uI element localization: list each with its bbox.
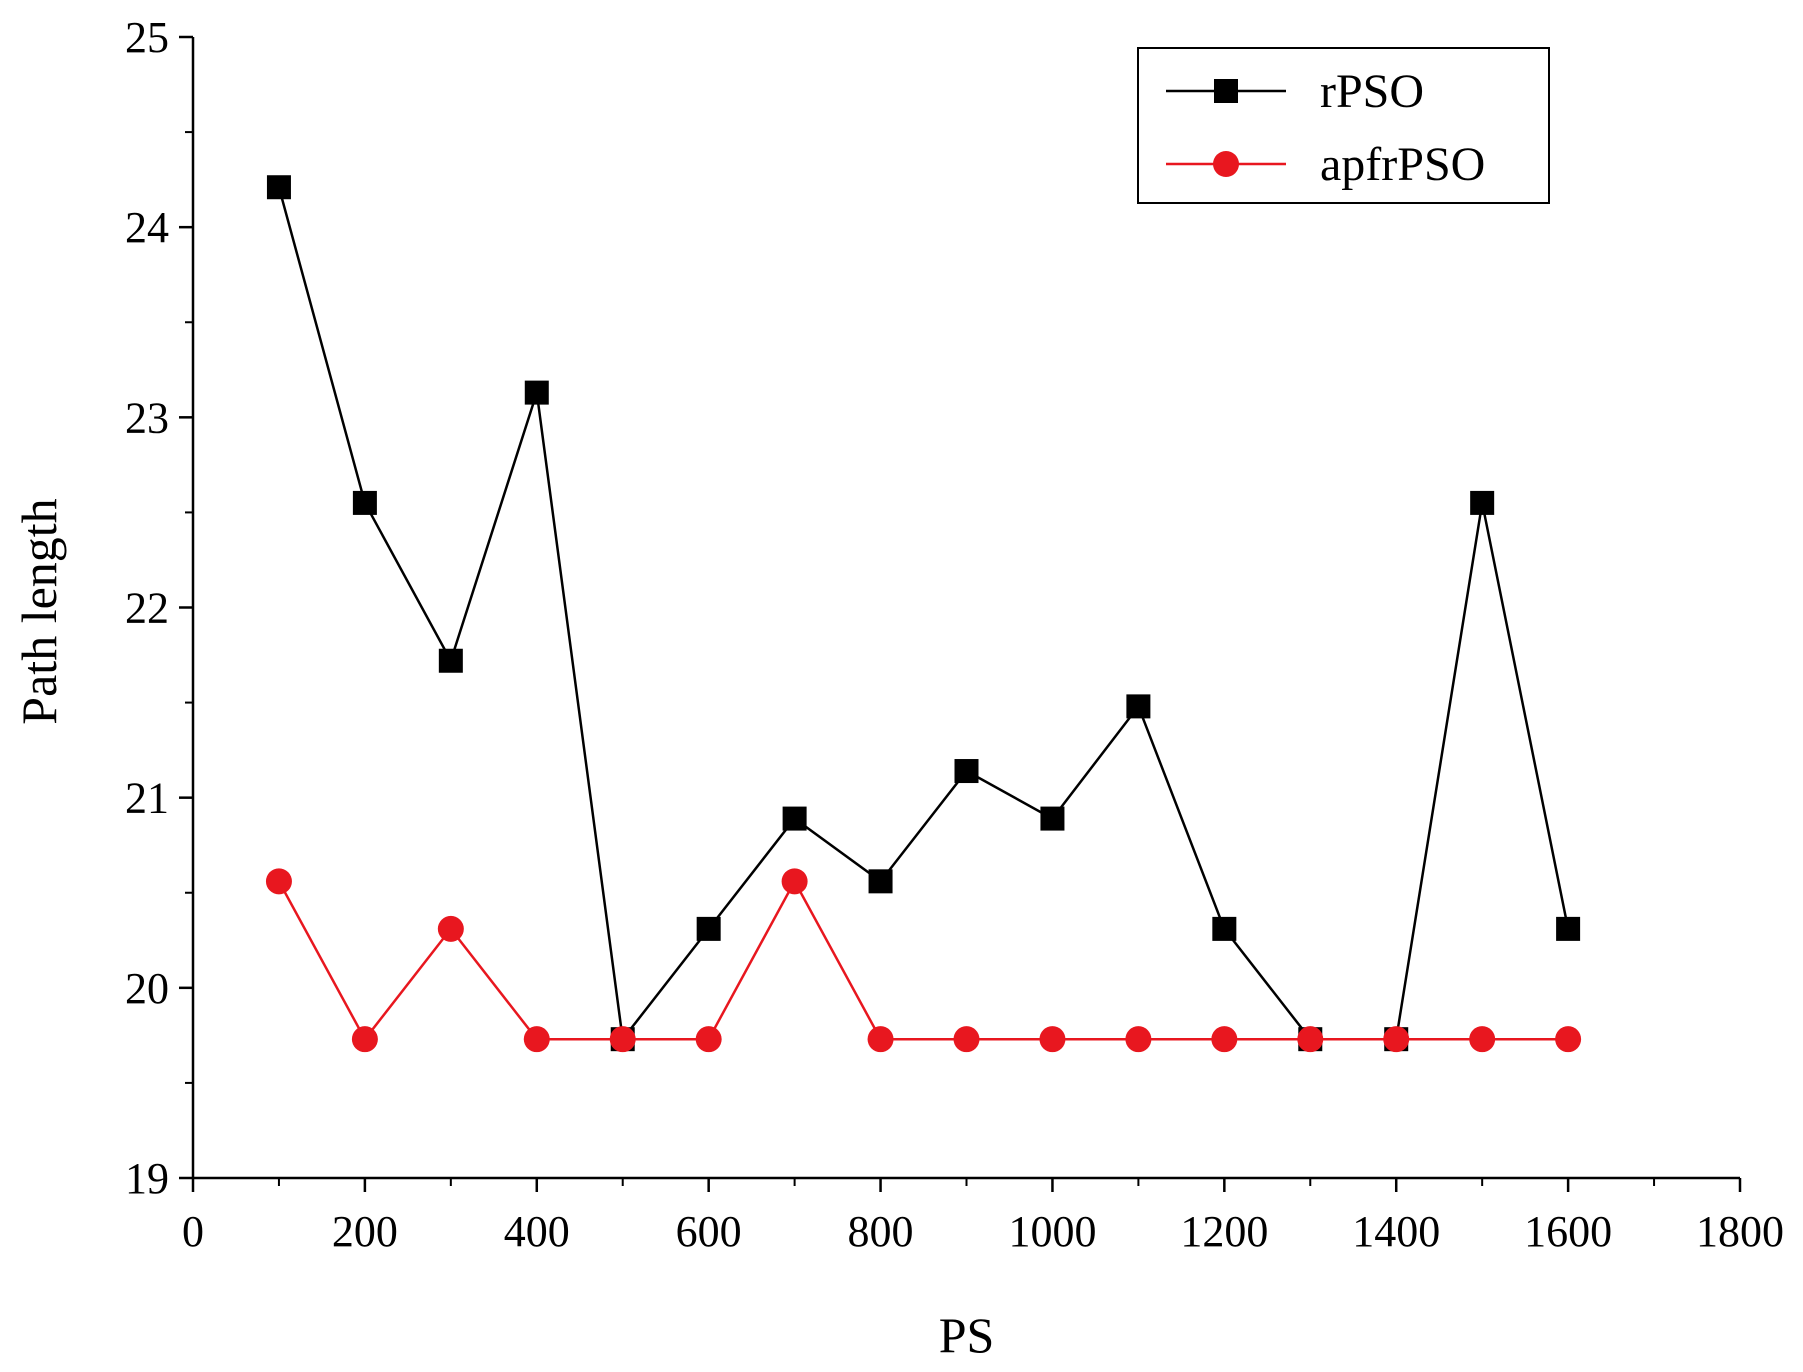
data-point-rpso	[266, 175, 291, 200]
data-point-apfrpso	[351, 1026, 378, 1053]
y-axis-title: Path length	[11, 498, 67, 724]
x-axis-title: PS	[939, 1307, 995, 1363]
data-point-apfrpso	[867, 1026, 894, 1053]
data-point-rpso	[868, 869, 893, 894]
data-point-apfrpso	[1125, 1026, 1152, 1053]
series-layer	[265, 175, 1582, 1053]
data-point-apfrpso	[265, 868, 292, 895]
y-tick-label: 23	[125, 393, 169, 442]
x-tick-label: 1600	[1524, 1207, 1612, 1256]
data-point-rpso	[954, 759, 979, 784]
data-point-apfrpso	[1039, 1026, 1066, 1053]
legend: rPSO apfrPSO	[1137, 47, 1550, 204]
x-tick-label: 0	[182, 1207, 204, 1256]
x-tick-label: 800	[848, 1207, 914, 1256]
y-tick-label: 25	[125, 13, 169, 62]
data-point-rpso	[1126, 694, 1151, 719]
data-point-rpso	[524, 380, 549, 405]
series-line-rpso	[277, 186, 1570, 1043]
y-tick-label: 21	[125, 774, 169, 823]
data-point-apfrpso	[1211, 1026, 1238, 1053]
data-point-apfrpso	[695, 1026, 722, 1053]
data-point-rpso	[696, 916, 721, 941]
legend-label-apfrpso: apfrPSO	[1320, 138, 1485, 191]
data-point-apfrpso	[523, 1026, 550, 1053]
data-point-apfrpso	[953, 1026, 980, 1053]
data-point-rpso	[1470, 490, 1495, 515]
x-tick-label: 1400	[1352, 1207, 1440, 1256]
x-tick-label: 600	[676, 1207, 742, 1256]
y-tick-label: 22	[125, 584, 169, 633]
data-point-rpso	[1212, 916, 1237, 941]
y-tick-label: 20	[125, 964, 169, 1013]
data-point-rpso	[1040, 806, 1065, 831]
series-apfrpso	[265, 868, 1582, 1053]
data-point-rpso	[352, 490, 377, 515]
axes: 0 200 400 600 800 1000 1200 1400 1600 1800 19 20 21 2…	[125, 13, 1784, 1256]
data-point-rpso	[1556, 916, 1581, 941]
data-point-apfrpso	[781, 868, 808, 895]
legend-marker-rpso	[1214, 79, 1238, 103]
data-point-rpso	[438, 648, 463, 673]
x-tick-label: 1200	[1180, 1207, 1268, 1256]
data-point-apfrpso	[1469, 1026, 1496, 1053]
x-tick-label: 200	[332, 1207, 398, 1256]
legend-marker-apfrpso	[1213, 151, 1239, 177]
legend-frame	[1137, 47, 1550, 204]
series-rpso	[266, 175, 1581, 1052]
x-tick-label: 1800	[1696, 1207, 1784, 1256]
data-point-apfrpso	[437, 915, 464, 942]
data-point-apfrpso	[1555, 1026, 1582, 1053]
y-tick-label: 19	[125, 1154, 169, 1203]
legend-label-rpso: rPSO	[1320, 65, 1424, 118]
data-point-apfrpso	[609, 1026, 636, 1053]
data-point-rpso	[782, 806, 807, 831]
series-line-apfrpso	[277, 878, 1569, 1042]
y-tick-label: 24	[125, 203, 169, 252]
x-tick-label: 1000	[1008, 1207, 1096, 1256]
x-tick-label: 400	[504, 1207, 570, 1256]
data-point-apfrpso	[1383, 1026, 1410, 1053]
data-point-apfrpso	[1297, 1026, 1324, 1053]
